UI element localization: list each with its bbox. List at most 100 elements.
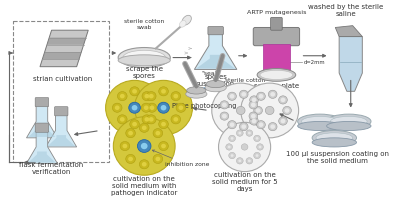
Circle shape xyxy=(258,94,264,98)
Ellipse shape xyxy=(298,121,342,131)
Circle shape xyxy=(256,108,260,113)
Circle shape xyxy=(239,123,248,131)
Circle shape xyxy=(241,92,246,97)
Circle shape xyxy=(251,103,256,107)
Circle shape xyxy=(252,119,256,123)
Circle shape xyxy=(226,144,232,150)
Circle shape xyxy=(230,94,234,98)
FancyBboxPatch shape xyxy=(35,123,49,132)
Circle shape xyxy=(285,108,290,113)
Circle shape xyxy=(256,137,258,140)
Circle shape xyxy=(268,123,277,131)
Ellipse shape xyxy=(186,90,207,98)
Circle shape xyxy=(144,105,148,110)
Circle shape xyxy=(142,125,147,130)
Polygon shape xyxy=(48,135,75,146)
Text: flask fermentation
verification: flask fermentation verification xyxy=(20,162,84,175)
Circle shape xyxy=(252,98,256,102)
Circle shape xyxy=(176,103,186,112)
Circle shape xyxy=(246,130,253,136)
Circle shape xyxy=(132,89,137,94)
Text: sample plate: sample plate xyxy=(254,83,299,89)
Circle shape xyxy=(230,122,234,127)
Polygon shape xyxy=(47,37,86,45)
Text: cultivation on the
solid medium with
pathogen indicator: cultivation on the solid medium with pat… xyxy=(111,176,178,196)
Ellipse shape xyxy=(205,84,226,92)
Circle shape xyxy=(178,105,183,110)
FancyBboxPatch shape xyxy=(35,98,49,107)
Circle shape xyxy=(279,117,287,125)
Circle shape xyxy=(258,146,262,148)
Circle shape xyxy=(150,105,154,110)
Circle shape xyxy=(159,141,168,151)
Circle shape xyxy=(171,92,181,101)
Circle shape xyxy=(139,123,149,132)
Circle shape xyxy=(129,102,140,113)
Circle shape xyxy=(236,158,243,164)
Polygon shape xyxy=(339,37,362,91)
Circle shape xyxy=(231,137,234,140)
Circle shape xyxy=(218,122,271,172)
Circle shape xyxy=(228,92,236,100)
Circle shape xyxy=(126,129,135,138)
Circle shape xyxy=(142,115,152,124)
FancyBboxPatch shape xyxy=(208,27,223,35)
Circle shape xyxy=(134,80,192,135)
Circle shape xyxy=(270,92,275,97)
Circle shape xyxy=(153,154,163,164)
Ellipse shape xyxy=(187,87,206,94)
Circle shape xyxy=(146,115,156,124)
Circle shape xyxy=(254,135,260,142)
Text: sterile cotton
swab: sterile cotton swab xyxy=(124,19,164,30)
Circle shape xyxy=(130,120,139,129)
Circle shape xyxy=(248,159,251,162)
Ellipse shape xyxy=(206,80,225,88)
Circle shape xyxy=(156,157,160,161)
Bar xyxy=(263,44,290,73)
Circle shape xyxy=(141,103,151,112)
Circle shape xyxy=(142,162,147,167)
Ellipse shape xyxy=(327,114,371,129)
Circle shape xyxy=(106,80,164,135)
Polygon shape xyxy=(28,126,56,137)
Text: Plate photocopying: Plate photocopying xyxy=(172,103,236,109)
Bar xyxy=(13,21,110,163)
Circle shape xyxy=(173,94,178,98)
Circle shape xyxy=(258,122,264,127)
Text: sterile cotton: sterile cotton xyxy=(225,78,266,83)
Circle shape xyxy=(149,94,154,98)
Text: washed by the sterile
saline: washed by the sterile saline xyxy=(308,4,384,17)
Circle shape xyxy=(246,158,253,164)
Ellipse shape xyxy=(312,131,356,145)
FancyBboxPatch shape xyxy=(253,27,300,46)
Ellipse shape xyxy=(327,121,371,131)
Circle shape xyxy=(120,117,125,122)
Text: scrape the
spores: scrape the spores xyxy=(126,66,163,79)
Circle shape xyxy=(118,92,127,101)
Circle shape xyxy=(161,89,166,94)
Circle shape xyxy=(250,96,258,104)
Polygon shape xyxy=(26,131,57,163)
Circle shape xyxy=(257,92,265,100)
Circle shape xyxy=(231,154,234,157)
Circle shape xyxy=(238,132,241,134)
Circle shape xyxy=(173,117,178,122)
Circle shape xyxy=(144,117,149,122)
Circle shape xyxy=(228,121,236,129)
Ellipse shape xyxy=(118,55,170,66)
Circle shape xyxy=(254,106,262,115)
Circle shape xyxy=(222,103,227,107)
Circle shape xyxy=(220,101,229,109)
Circle shape xyxy=(120,141,130,151)
Circle shape xyxy=(122,144,127,148)
Circle shape xyxy=(229,152,236,159)
Circle shape xyxy=(159,120,168,129)
Circle shape xyxy=(141,143,148,149)
Circle shape xyxy=(149,117,154,122)
Circle shape xyxy=(132,105,138,111)
Text: cultivation on the
solid medium for 5
days: cultivation on the solid medium for 5 da… xyxy=(212,172,277,192)
Circle shape xyxy=(222,114,227,118)
Circle shape xyxy=(159,87,168,96)
Circle shape xyxy=(130,87,139,96)
Text: strian cultivation: strian cultivation xyxy=(32,76,92,83)
